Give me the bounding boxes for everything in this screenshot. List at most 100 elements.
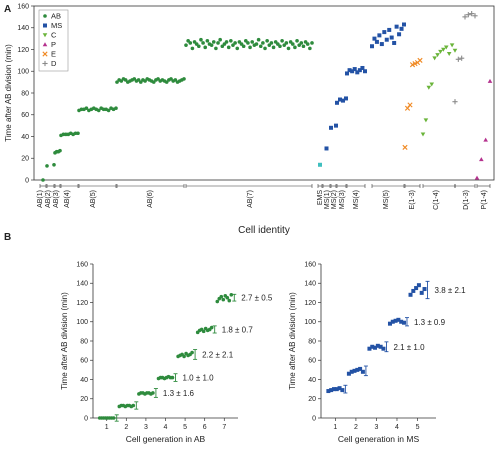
point-1-3-7 <box>170 375 175 380</box>
y-tick-label-1-0: 0 <box>84 415 88 422</box>
y-tick-label-2-8: 160 <box>304 261 316 268</box>
point-2-0-2 <box>331 387 336 392</box>
y-axis-label-b-ms: Time after AB division (min) <box>288 292 297 390</box>
point-a-AB-6-33 <box>254 42 259 46</box>
point-2-3-5 <box>401 320 406 325</box>
category-label-11: MS(4) <box>353 190 360 209</box>
point-a-AB-6-10 <box>205 39 210 43</box>
category-label-4: AB(5) <box>90 190 97 208</box>
y-tick-label-2-3: 60 <box>308 358 316 365</box>
point-a-MS-12-9 <box>392 40 397 45</box>
point-a-AB-6-58 <box>308 46 312 51</box>
point-2-1-5 <box>360 369 365 374</box>
point-a-AB-6-8 <box>201 41 205 45</box>
x-tick-label-2-2: 3 <box>374 424 378 431</box>
point-a-AB-6-31 <box>250 40 255 44</box>
chart-b-ms: 0 20 40 60 80 100 120 140 160 1 2 3 4 5 2.1 ± 1.0 1.3 … <box>288 261 466 444</box>
category-label-16: P(1-4) <box>481 190 488 209</box>
y-tick-label-a-2: 40 <box>21 134 29 141</box>
point-a-C-14-9 <box>446 52 452 57</box>
point-a-AB-6-40 <box>269 41 274 45</box>
point-a-AB-6-57 <box>305 42 310 46</box>
point-a-AB-6-30 <box>248 45 252 50</box>
point-a-C-14-1 <box>423 118 429 123</box>
point-1-4-7 <box>190 350 194 355</box>
point-2-4-5 <box>422 287 427 292</box>
x-tick-label-1-6: 7 <box>222 424 226 431</box>
point-a-E-13-0-b <box>402 144 408 150</box>
y-tick-label-1-1: 20 <box>80 396 88 403</box>
point-a-MS-11-1 <box>347 68 352 73</box>
chart-a: 0 20 40 60 80 100 120 140 160 AB(1) AB(2) AB(3) AB(… <box>4 3 495 236</box>
category-label-2: AB(3) <box>53 190 60 208</box>
y-tick-label-1-3: 60 <box>80 358 88 365</box>
point-a-D-15-4 <box>465 12 471 18</box>
point-2-2-0 <box>367 346 372 351</box>
axes-b-ms: 0 20 40 60 80 100 120 140 160 1 2 3 4 5 <box>304 261 436 431</box>
point-a-AB-6-23 <box>233 41 237 45</box>
point-2-2-1 <box>370 344 375 349</box>
point-1-6-5 <box>225 295 230 300</box>
point-a-AB-6-45 <box>280 39 284 43</box>
point-a-MS-8-0 <box>324 146 329 151</box>
point-a-AB-6-38 <box>265 39 269 43</box>
point-a-MS-12-8 <box>389 35 394 40</box>
point-2-3-3 <box>396 317 401 322</box>
point-a-D-15-5 <box>469 11 475 17</box>
y-axis-a: 0 20 40 60 80 100 120 140 160 <box>17 3 34 184</box>
category-labels-a: AB(1) AB(2) AB(3) AB(4) AB(5) AB(6) AB(7) EMS MS… <box>37 184 491 210</box>
x-tick-label-2-3: 4 <box>395 424 399 431</box>
x-axis-label-b-ab: Cell generation in AB <box>126 434 206 444</box>
point-a-D-15-2 <box>459 55 465 61</box>
x-tick-label-1-5: 6 <box>203 424 207 431</box>
point-2-4-3 <box>416 283 421 288</box>
legend-label-D: D <box>51 59 57 68</box>
point-a-AB-6-7 <box>199 37 203 42</box>
point-a-P-16-1 <box>479 157 484 162</box>
x-tick-label-1-0: 1 <box>105 424 109 431</box>
point-a-AB-6-29 <box>246 41 250 45</box>
annotation-2-4: 3.8 ± 2.1 <box>435 286 467 295</box>
x-tick-label-2-1: 2 <box>354 424 358 431</box>
point-a-D-15-6 <box>472 13 478 19</box>
point-1-0-7 <box>111 416 116 420</box>
legend-label-MS: MS <box>51 21 62 30</box>
annotation-1-6: 2.7 ± 0.5 <box>241 294 273 303</box>
point-a-MS-11-6 <box>360 65 365 70</box>
point-a-AB-6-19 <box>224 40 229 44</box>
point-a-AB-4-3 <box>84 106 89 111</box>
point-2-2-3 <box>375 343 380 348</box>
y-tick-label-2-0: 0 <box>312 415 316 422</box>
point-a-AB-6-35 <box>258 44 263 49</box>
legend-label-E: E <box>51 50 56 59</box>
y-tick-label-a-7: 140 <box>17 25 29 32</box>
point-a-MS-12-0 <box>370 44 374 49</box>
x-tick-label-1-4: 5 <box>183 424 187 431</box>
annotation-1-4: 2.2 ± 2.1 <box>202 350 234 359</box>
point-a-AB-4-12 <box>106 108 111 113</box>
point-a-MS-12-4 <box>379 42 384 47</box>
category-label-5: AB(6) <box>147 190 154 208</box>
category-label-14: C(1-4) <box>433 190 440 210</box>
point-a-MS-10-1 <box>338 97 342 102</box>
point-a-MS-12-3 <box>377 33 382 38</box>
point-a-AB-6-12 <box>209 43 214 47</box>
point-a-AB-1-0 <box>45 164 49 168</box>
point-a-AB-4-10 <box>101 107 106 112</box>
x-tick-label-2-4: 5 <box>416 424 420 431</box>
point-a-C-14-0 <box>420 132 426 137</box>
point-a-AB-3-7 <box>76 131 80 136</box>
annotation-1-5: 1.8 ± 0.7 <box>222 325 254 334</box>
point-a-MS-12-10 <box>394 24 399 29</box>
y-tick-label-a-6: 120 <box>17 47 29 54</box>
y-tick-label-a-5: 100 <box>17 69 29 76</box>
point-a-AB-6-34 <box>256 37 261 42</box>
point-a-AB-6-59 <box>310 41 314 45</box>
point-a-E-13-6-b <box>417 57 423 63</box>
point-a-AB-6-0 <box>184 43 188 47</box>
point-2-3-0 <box>387 321 392 326</box>
point-a-C-14-7 <box>441 47 446 52</box>
legend-label-P: P <box>51 40 56 49</box>
legend-marker-E-b <box>42 51 48 57</box>
point-a-MS-11-2 <box>350 69 355 74</box>
